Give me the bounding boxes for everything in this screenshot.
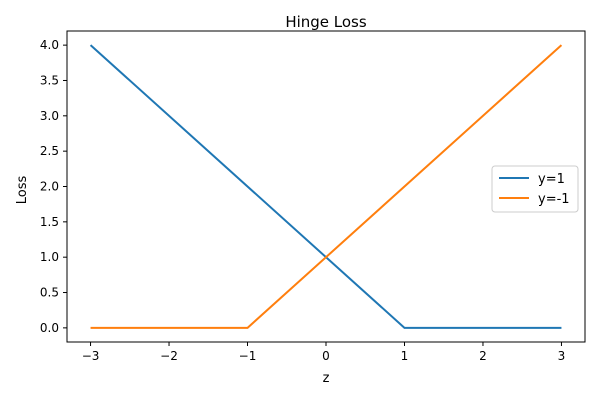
series-line-y1 bbox=[89, 44, 562, 329]
y-tick-label: 3.5 bbox=[40, 73, 59, 87]
x-tick-label: −2 bbox=[160, 349, 178, 363]
series-lines bbox=[89, 44, 563, 329]
y-axis-ticks: 0.0 0.5 1.0 1.5 2.0 2.5 3.0 3.5 4.0 bbox=[40, 38, 67, 335]
y-axis-label: Loss bbox=[15, 176, 30, 205]
x-tick-label: 0 bbox=[322, 349, 330, 363]
y-tick-label: 0.5 bbox=[40, 286, 59, 300]
y-tick-label: 4.0 bbox=[40, 38, 59, 52]
x-axis-label: z bbox=[323, 371, 330, 386]
y-tick-label: 2.0 bbox=[40, 180, 59, 194]
y-tick-label: 2.5 bbox=[40, 144, 59, 158]
legend: y=1 y=-1 bbox=[491, 165, 579, 213]
legend-label-y1: y=1 bbox=[538, 172, 565, 187]
y-tick-label: 3.0 bbox=[40, 109, 59, 123]
y-tick-label: 1.5 bbox=[40, 215, 59, 229]
y-tick-label: 1.0 bbox=[40, 250, 59, 264]
x-tick-label: 1 bbox=[401, 349, 409, 363]
chart-title: Hinge Loss bbox=[285, 13, 367, 31]
x-axis-ticks: −3 −2 −1 0 1 2 3 bbox=[82, 342, 566, 363]
legend-label-y-neg1: y=-1 bbox=[538, 192, 570, 207]
x-tick-label: 2 bbox=[479, 349, 487, 363]
series-line-y-neg1 bbox=[90, 44, 563, 329]
x-tick-label: −3 bbox=[82, 349, 100, 363]
y-tick-label: 0.0 bbox=[40, 321, 59, 335]
x-tick-label: 3 bbox=[558, 349, 566, 363]
x-tick-label: −1 bbox=[239, 349, 257, 363]
